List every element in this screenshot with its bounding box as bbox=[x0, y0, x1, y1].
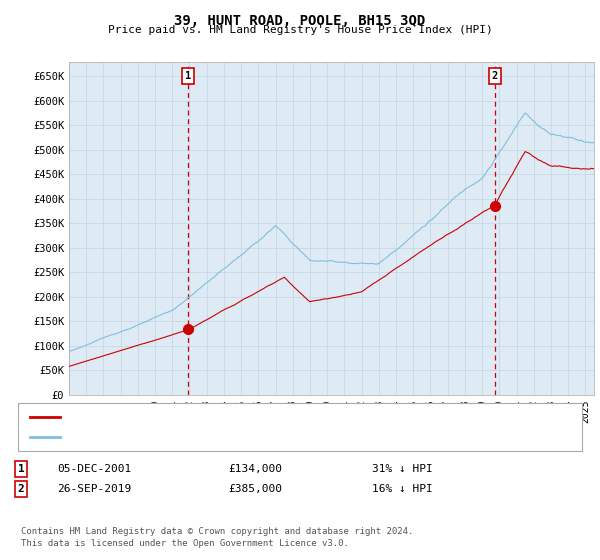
Text: 26-SEP-2019: 26-SEP-2019 bbox=[57, 484, 131, 494]
Text: 16% ↓ HPI: 16% ↓ HPI bbox=[372, 484, 433, 494]
Text: HPI: Average price, detached house, Bournemouth Christchurch and Poole: HPI: Average price, detached house, Bour… bbox=[69, 432, 506, 442]
Text: 1: 1 bbox=[17, 464, 25, 474]
Text: 2: 2 bbox=[491, 71, 498, 81]
Text: Contains HM Land Registry data © Crown copyright and database right 2024.
This d: Contains HM Land Registry data © Crown c… bbox=[21, 527, 413, 548]
Text: £134,000: £134,000 bbox=[228, 464, 282, 474]
Text: 2: 2 bbox=[17, 484, 25, 494]
Text: 39, HUNT ROAD, POOLE, BH15 3QD (detached house): 39, HUNT ROAD, POOLE, BH15 3QD (detached… bbox=[69, 412, 363, 422]
Text: £385,000: £385,000 bbox=[228, 484, 282, 494]
Text: 1: 1 bbox=[185, 71, 191, 81]
Text: 39, HUNT ROAD, POOLE, BH15 3QD: 39, HUNT ROAD, POOLE, BH15 3QD bbox=[175, 14, 425, 28]
Text: 31% ↓ HPI: 31% ↓ HPI bbox=[372, 464, 433, 474]
Text: Price paid vs. HM Land Registry's House Price Index (HPI): Price paid vs. HM Land Registry's House … bbox=[107, 25, 493, 35]
Text: 05-DEC-2001: 05-DEC-2001 bbox=[57, 464, 131, 474]
